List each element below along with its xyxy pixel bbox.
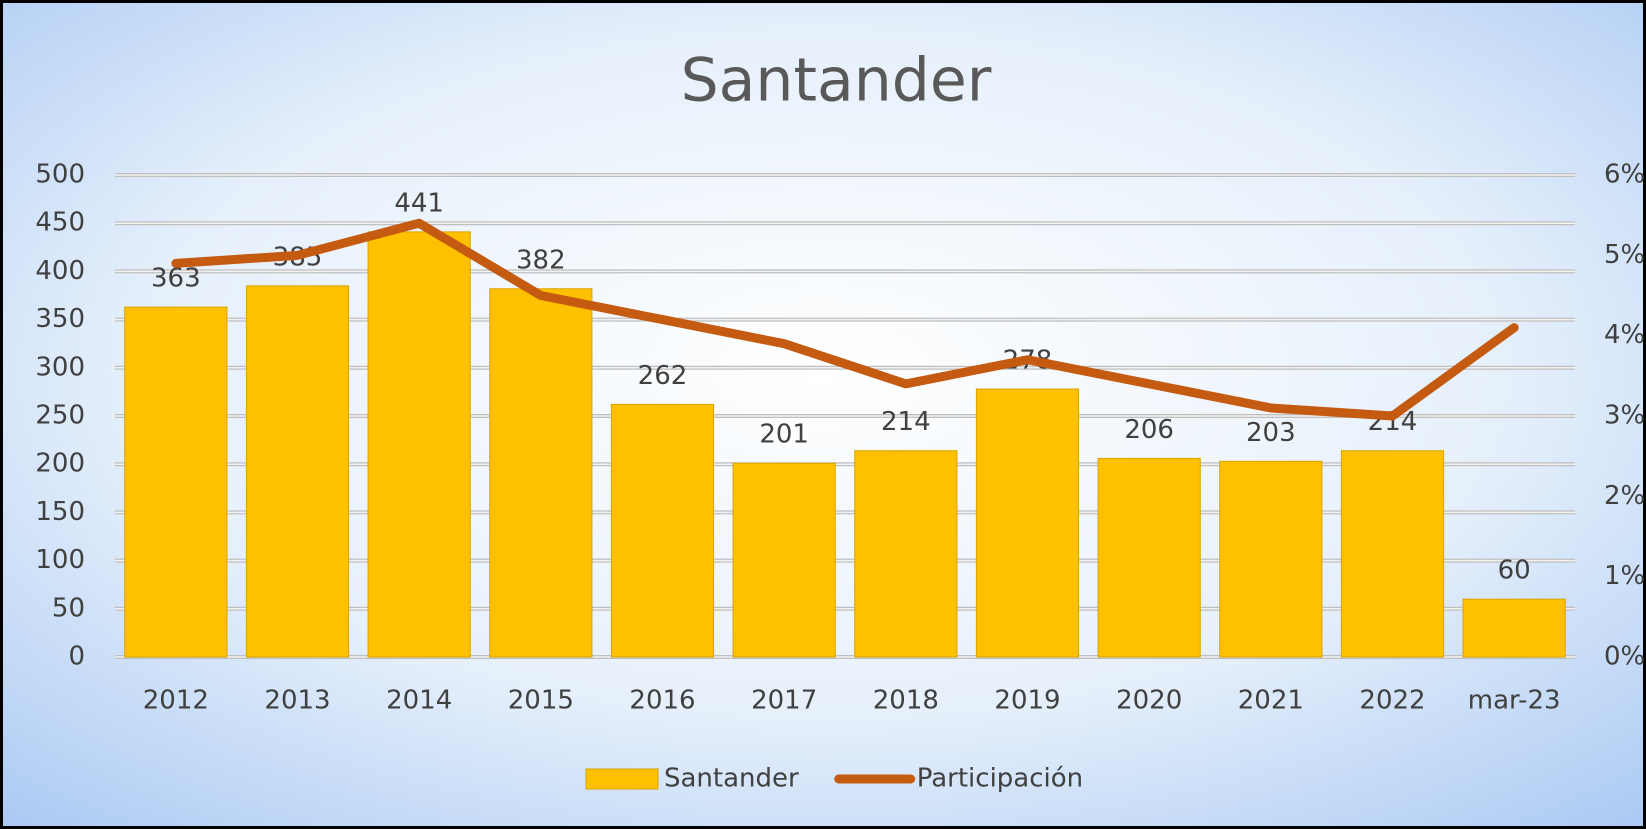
x-tick-label: 2019 [994,686,1060,716]
x-tick-label: 2021 [1238,686,1304,716]
y2-tick-label: 1% [1604,561,1645,591]
x-tick-label: 2013 [264,686,330,716]
x-tick-label: 2012 [143,686,209,716]
data-label: 441 [394,188,444,218]
y-tick-label: 50 [52,593,85,623]
legend-label: Santander [664,764,799,794]
x-tick-label: 2015 [508,686,574,716]
bar [1340,450,1445,658]
y-tick-label: 300 [35,352,85,382]
bar [854,450,958,658]
y-tick-label: 0 [68,642,85,672]
y-tick-label: 100 [35,545,85,575]
data-label: 203 [1246,418,1296,448]
legend-label: Participación [917,764,1083,794]
bar [367,231,471,658]
bar [1097,457,1201,658]
x-tick-label: 2014 [386,686,452,716]
y-tick-label: 250 [35,401,85,431]
x-tick-label: 2017 [751,686,817,716]
data-label: 214 [881,407,931,437]
y-tick-label: 500 [35,160,85,190]
chart-title: Santander [681,46,992,116]
bar [975,388,1080,658]
bar [732,462,836,658]
x-tick-label: 2018 [873,686,939,716]
y-tick-label: 350 [35,304,85,334]
data-label: 363 [151,264,201,294]
bar [245,285,350,658]
x-tick-label: 2016 [629,686,695,716]
y-tick-label: 400 [35,256,85,286]
bar [124,306,228,658]
bar [610,403,715,658]
bar [1219,460,1323,658]
data-label: 382 [516,245,566,275]
y2-tick-label: 6% [1604,160,1645,190]
x-tick-label: mar-23 [1468,686,1561,716]
y2-tick-label: 2% [1604,481,1645,511]
x-tick-label: 2020 [1116,686,1182,716]
bar [489,288,593,658]
y-tick-label: 200 [35,449,85,479]
x-tick-label: 2022 [1359,686,1425,716]
y2-tick-label: 5% [1604,240,1645,270]
data-label: 206 [1124,415,1174,445]
legend-swatch [585,768,659,790]
y2-tick-label: 0% [1604,642,1645,672]
data-label: 201 [759,420,809,450]
data-label: 262 [638,361,688,391]
bar [1462,598,1566,658]
y2-tick-label: 4% [1604,320,1645,350]
data-label: 60 [1498,556,1531,586]
y2-tick-label: 3% [1604,401,1645,431]
y-tick-label: 150 [35,497,85,527]
y-tick-label: 450 [35,208,85,238]
line [171,218,1519,421]
